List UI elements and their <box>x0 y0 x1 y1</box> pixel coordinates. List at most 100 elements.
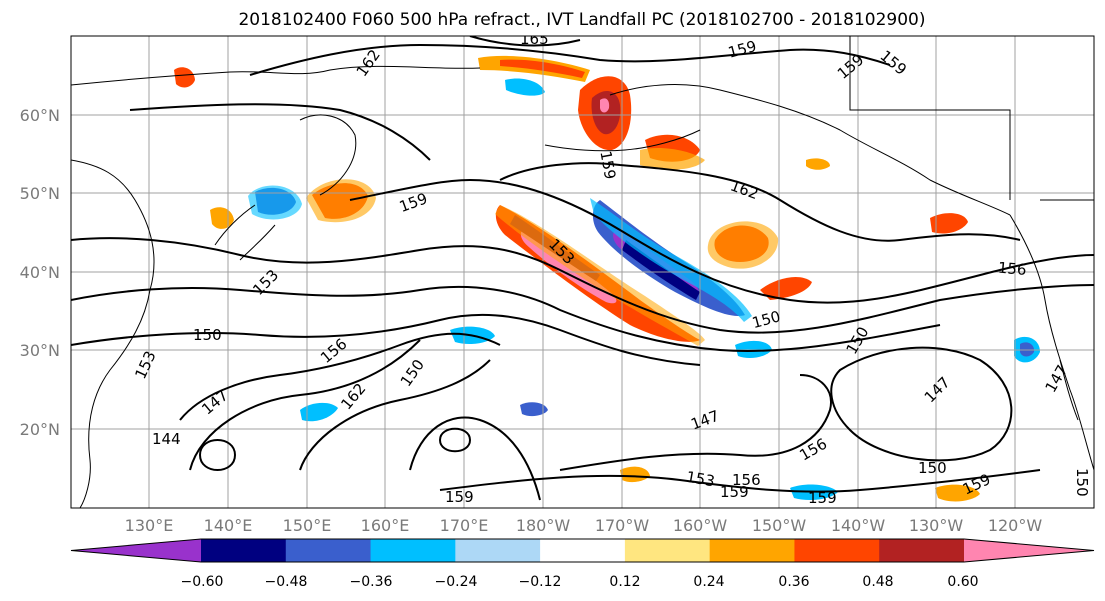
na-coast <box>1009 214 1094 471</box>
red-blob-okhotsk <box>174 67 195 88</box>
alaska <box>609 84 1011 216</box>
orange-ring-nepacific <box>707 221 779 269</box>
baja <box>1059 359 1079 421</box>
contour-sub-2 <box>299 359 491 471</box>
cyan-patch-north <box>505 78 545 96</box>
siberia-north <box>71 65 481 86</box>
contour-sub-3 <box>409 416 541 501</box>
contour-162-ridge <box>499 162 1021 242</box>
colorbar-segment <box>455 539 541 562</box>
orange-blob-subtropic-1 <box>620 466 650 483</box>
lat-label: 20°N <box>20 420 60 439</box>
colorbar-segment <box>370 539 456 562</box>
contour-144-cutoff <box>198 439 237 471</box>
contour-label: 159 <box>720 483 749 501</box>
colorbar-tick-label: −0.24 <box>435 574 478 590</box>
coastlines <box>71 36 1094 508</box>
contour-label: 159 <box>808 489 837 507</box>
red-blob-east <box>760 276 812 300</box>
colorbar-outline <box>70 538 1095 563</box>
cyan-blob-subtropic-3 <box>735 340 772 358</box>
orange-blob-small <box>806 158 830 170</box>
colorbar: −0.60 −0.48 −0.36 −0.24 −0.12 0.12 0.24 … <box>70 538 1095 590</box>
contour-162-north <box>249 43 891 76</box>
lon-label: 130°W <box>909 516 964 535</box>
colorbar-segment <box>794 539 880 562</box>
orange-blob-subtropic-2 <box>935 484 980 502</box>
colorbar-tick-labels: −0.60 −0.48 −0.36 −0.24 −0.12 0.12 0.24 … <box>181 574 979 590</box>
contour-159-trough <box>349 178 1094 304</box>
contour-label: 150 <box>1073 468 1091 497</box>
contour-165 <box>469 36 581 47</box>
contour-label: 156 <box>997 259 1027 279</box>
longitude-labels: 130°E 140°E 150°E 160°E 170°E 180°W 170°… <box>125 516 1043 535</box>
colorbar-extend-high <box>964 539 1094 562</box>
lon-label: 170°E <box>440 516 489 535</box>
map-panel: 165 162 159 159 159 159 162 156 159 153 … <box>70 30 1095 509</box>
darkred-blob-bering <box>591 90 621 135</box>
contour-sub-1 <box>189 339 421 471</box>
lon-label: 160°E <box>361 516 410 535</box>
figure-title: 2018102400 F060 500 hPa refract., IVT La… <box>238 10 925 30</box>
lon-label: 130°E <box>125 516 174 535</box>
contour-south <box>439 469 1041 493</box>
red-blob-coast <box>930 213 968 234</box>
pink-spot-bering <box>600 98 610 113</box>
map-frame <box>70 35 1095 509</box>
height-contours <box>71 36 1094 501</box>
contour-label: 150 <box>918 459 947 477</box>
japan-islands <box>214 204 276 261</box>
lon-label: 160°W <box>673 516 728 535</box>
colorbar-tick-label: 0.36 <box>778 574 809 590</box>
navy-core-central <box>622 240 700 300</box>
contour-label: 159 <box>445 488 474 506</box>
lat-label: 40°N <box>20 263 60 282</box>
contour-label: 144 <box>152 430 181 448</box>
aleutians <box>544 129 701 152</box>
orange-patch-gulf <box>640 148 705 170</box>
colorbar-tick-label: −0.48 <box>265 574 308 590</box>
colorbar-segment <box>879 539 965 562</box>
colorbar-segment <box>285 539 372 562</box>
contour-south-2 <box>559 374 832 471</box>
lon-label: 170°W <box>595 516 650 535</box>
contour-147-loop <box>179 332 501 421</box>
lat-label: 50°N <box>20 184 60 203</box>
lon-label: 180°W <box>516 516 571 535</box>
colorbar-tick-label: 0.48 <box>862 574 893 590</box>
contour-label: 165 <box>520 30 549 48</box>
contour-east-loop <box>830 346 1013 462</box>
contour-cutoff-2 <box>438 427 472 453</box>
colorbar-segment <box>624 539 711 562</box>
colorbar-segment <box>201 539 287 562</box>
cyan-ring-japan <box>248 185 302 220</box>
contour-153 <box>71 285 941 352</box>
contour-label: 159 <box>596 149 619 180</box>
colorbar-extend-low <box>71 539 201 562</box>
blue-blob-subtropic <box>520 402 548 417</box>
latitude-labels: 60°N 50°N 40°N 30°N 20°N <box>20 106 60 439</box>
lat-label: 30°N <box>20 341 60 360</box>
colorbar-segment <box>709 539 795 562</box>
lon-label: 140°W <box>831 516 886 535</box>
asia-coast <box>71 159 155 508</box>
contour-label: 156 <box>732 471 761 489</box>
contour-label: 153 <box>685 468 716 491</box>
contour-156 <box>71 237 1094 334</box>
kamchatka <box>299 114 357 196</box>
colorbar-tick-label: −0.36 <box>350 574 393 590</box>
orange-edge-central <box>495 205 705 346</box>
border-line <box>849 36 1094 201</box>
orange-ring-kamchatka <box>306 179 376 223</box>
blue-core-coast <box>1020 342 1035 357</box>
cyan-blob-subtropic-1 <box>300 402 338 422</box>
contour-label: 150 <box>193 326 222 344</box>
colorbar-segments <box>70 538 1095 563</box>
contour-159-north <box>129 103 431 161</box>
colorbar-tick-label: 0.12 <box>609 574 640 590</box>
colorbar-tick-label: −0.60 <box>181 574 224 590</box>
lon-label: 150°E <box>283 516 332 535</box>
lon-label: 140°E <box>204 516 253 535</box>
colorbar-tick-label: 0.60 <box>947 574 978 590</box>
